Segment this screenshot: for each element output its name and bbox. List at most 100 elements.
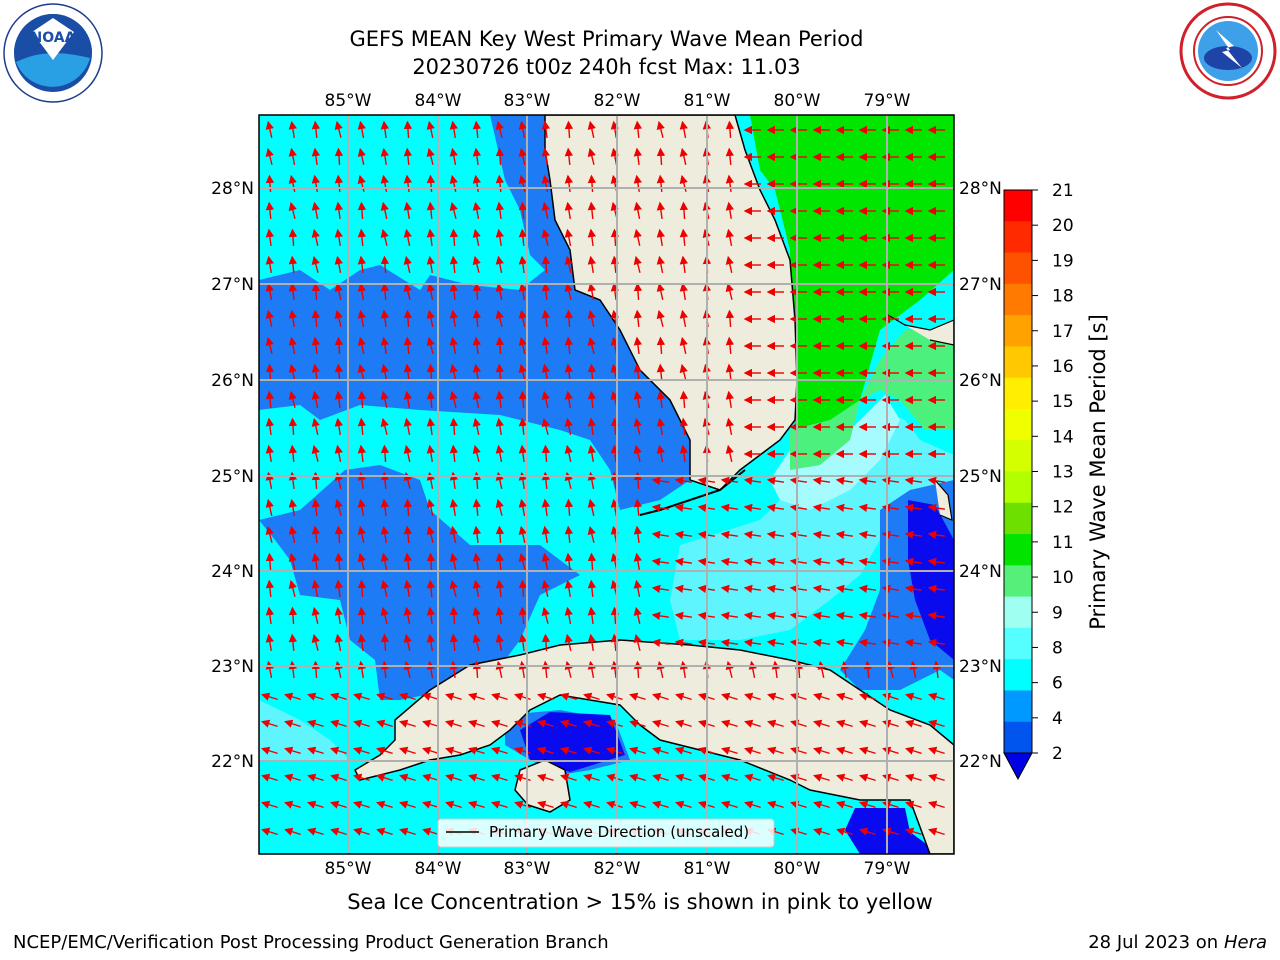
lat-label-left: 27°N: [211, 275, 254, 295]
wave-direction-arrow: [403, 120, 413, 139]
wave-direction-arrow: [656, 363, 666, 382]
wave-direction-arrow: [265, 444, 274, 463]
wave-direction-arrow: [311, 309, 321, 328]
wave-direction-arrow: [307, 692, 324, 701]
wave-direction-arrow: [311, 390, 320, 408]
colorbar-segment: [1004, 221, 1032, 254]
wave-direction-arrow: [679, 309, 688, 327]
wave-direction-arrow: [927, 530, 946, 540]
wave-direction-arrow: [652, 719, 669, 728]
wave-direction-arrow: [495, 444, 504, 462]
wave-direction-arrow: [357, 363, 366, 381]
lat-label-left: 25°N: [211, 467, 254, 487]
wave-direction-arrow: [743, 557, 762, 567]
wave-direction-arrow: [472, 606, 481, 624]
wave-direction-arrow: [656, 120, 665, 138]
wave-direction-arrow: [265, 255, 274, 274]
wave-direction-arrow: [449, 417, 459, 436]
wave-direction-arrow: [859, 746, 876, 755]
wave-direction-arrow: [674, 557, 693, 567]
wave-direction-arrow: [403, 228, 412, 246]
wave-direction-arrow: [744, 746, 761, 755]
wave-direction-arrow: [766, 530, 785, 540]
wave-direction-arrow: [932, 660, 942, 679]
wave-direction-arrow: [472, 174, 481, 193]
wave-direction-arrow: [744, 773, 761, 782]
wave-direction-arrow: [905, 773, 922, 782]
wave-direction-arrow: [265, 228, 275, 247]
wave-direction-arrow: [353, 719, 370, 728]
wave-direction-arrow: [882, 800, 899, 809]
wave-direction-arrow: [518, 633, 528, 652]
wave-direction-arrow: [357, 660, 366, 679]
wave-direction-arrow: [422, 692, 439, 701]
wave-direction-arrow: [537, 746, 554, 755]
wave-direction-arrow: [812, 584, 831, 594]
wave-direction-arrow: [541, 390, 550, 408]
wave-direction-arrow: [674, 638, 693, 648]
wave-direction-arrow: [743, 530, 762, 540]
wave-direction-arrow: [541, 309, 551, 328]
wave-direction-arrow: [721, 746, 738, 755]
wave-direction-arrow: [674, 530, 693, 540]
colorbar: [1003, 189, 1033, 781]
wave-direction-arrow: [330, 719, 347, 728]
wave-direction-arrow: [376, 827, 393, 836]
wave-direction-arrow: [265, 336, 274, 354]
wave-direction-arrow: [904, 503, 923, 513]
wave-direction-arrow: [472, 552, 481, 571]
wave-direction-arrow: [725, 147, 735, 166]
wave-direction-arrow: [403, 606, 412, 624]
wave-direction-arrow: [288, 336, 297, 354]
wave-direction-arrow: [472, 147, 482, 166]
wave-direction-arrow: [725, 174, 735, 193]
wave-direction-arrow: [495, 363, 505, 382]
wave-direction-arrow: [537, 719, 554, 728]
wave-direction-arrow: [928, 719, 945, 728]
wave-direction-arrow: [633, 390, 642, 408]
wave-direction-arrow: [399, 719, 416, 728]
wave-direction-arrow: [541, 660, 551, 679]
colorbar-ticks: 21 20 19 18 17 16 15 14 13 12 11 10 9 8 6 4 2: [1032, 181, 1074, 764]
wave-direction-arrow: [541, 525, 550, 544]
wave-direction-arrow: [311, 363, 320, 382]
wave-direction-arrow: [725, 120, 735, 139]
wave-direction-arrow: [491, 746, 508, 755]
wave-direction-arrow: [813, 692, 830, 701]
colorbar-tick-label: 4: [1052, 709, 1063, 729]
wave-direction-arrow: [426, 552, 436, 571]
wave-direction-arrow: [766, 557, 785, 567]
wave-direction-arrow: [449, 174, 458, 192]
wave-direction-arrow: [449, 336, 458, 354]
wave-direction-arrow: [904, 530, 923, 540]
wave-direction-arrow: [725, 444, 734, 462]
wave-direction-arrow: [403, 282, 412, 300]
wave-direction-arrow: [445, 800, 462, 809]
wave-direction-arrow: [311, 444, 320, 462]
wave-direction-arrow: [357, 498, 366, 516]
wave-direction-arrow: [491, 692, 508, 701]
wave-direction-arrow: [380, 444, 390, 463]
lat-label-left: 23°N: [211, 657, 254, 677]
map-legend-box: [437, 818, 775, 848]
wave-direction-arrow: [881, 638, 900, 648]
wave-direction-arrow: [514, 746, 531, 755]
wave-direction-arrow: [748, 660, 757, 678]
colorbar-segment: [1004, 377, 1032, 410]
wave-direction-arrow: [629, 746, 646, 755]
wave-direction-arrow: [472, 633, 481, 651]
wave-direction-arrow: [905, 827, 922, 836]
wave-direction-arrow: [789, 638, 808, 648]
wave-direction-arrow: [744, 692, 761, 701]
wave-direction-arrow: [403, 552, 413, 571]
lon-label-top: 84°W: [415, 91, 462, 111]
wave-direction-arrow: [495, 201, 505, 220]
wave-direction-arrow: [518, 228, 528, 247]
wave-direction-arrow: [261, 773, 278, 782]
wave-direction-arrow: [426, 201, 436, 220]
wave-direction-arrow: [835, 503, 854, 513]
wave-direction-arrow: [790, 692, 807, 701]
wave-direction-arrow: [560, 692, 577, 701]
wave-direction-arrow: [380, 498, 390, 517]
wave-direction-arrow: [288, 228, 298, 247]
